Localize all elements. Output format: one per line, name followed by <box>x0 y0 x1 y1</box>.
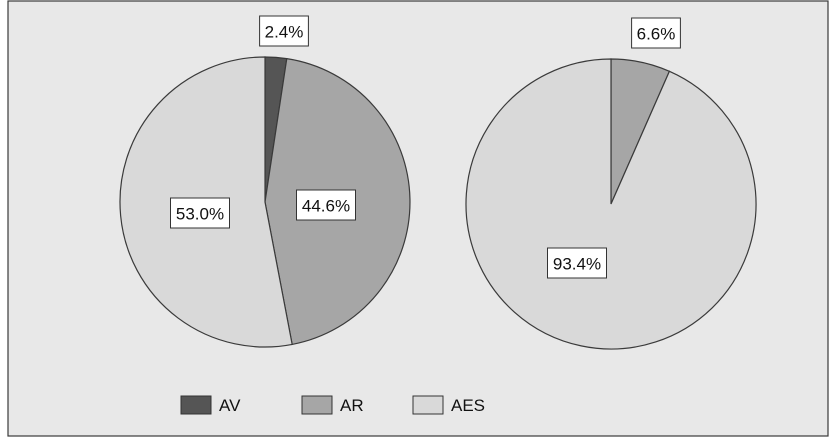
legend-item-av: AV <box>180 395 241 415</box>
pie-1-label-av: 2.4% <box>259 15 309 47</box>
legend-label: AR <box>340 396 364 415</box>
data-labels: 2.4% 44.6% 53.0% 6.6% 93.4% <box>170 15 681 279</box>
legend-swatch <box>180 395 212 415</box>
data-label-text: 44.6% <box>302 197 350 216</box>
data-label-box <box>259 15 309 47</box>
legend-item-aes: AES <box>412 395 485 415</box>
pie-1-label-aes: 53.0% <box>170 197 230 229</box>
legend-swatch <box>412 395 444 415</box>
pie-1 <box>119 56 411 348</box>
data-label-text: 93.4% <box>553 255 601 274</box>
pie-2 <box>465 58 757 350</box>
pie-1-label-ar: 44.6% <box>296 189 356 221</box>
pie-2-label-aes: 93.4% <box>547 247 607 279</box>
data-label-text: 2.4% <box>265 23 304 42</box>
legend-label: AES <box>451 396 485 415</box>
legend-item-ar: AR <box>301 395 364 415</box>
legend-label: AV <box>219 396 241 415</box>
data-label-text: 53.0% <box>176 205 224 224</box>
data-label-box <box>170 197 230 229</box>
legend: AV AR AES <box>180 395 485 415</box>
data-label-box <box>547 247 607 279</box>
data-label-box <box>631 17 681 49</box>
legend-swatch <box>301 395 333 415</box>
pie-2-label-ar: 6.6% <box>631 17 681 49</box>
data-label-box <box>296 189 356 221</box>
data-label-text: 6.6% <box>637 25 676 44</box>
pie-2-slice-aes <box>465 58 757 350</box>
pies <box>119 56 757 350</box>
